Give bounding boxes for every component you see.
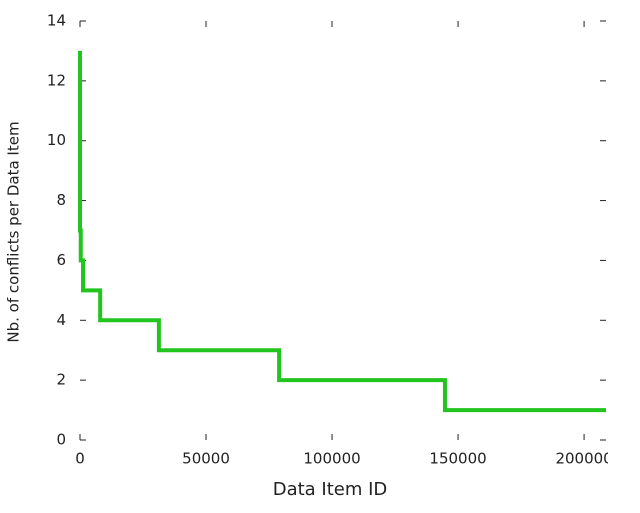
y-tick-label: 8	[56, 191, 66, 209]
y-tick-label: 14	[47, 12, 66, 30]
y-tick-label: 0	[56, 431, 66, 449]
x-tick-label: 50000	[182, 450, 230, 468]
data-line	[78, 50, 606, 413]
y-axis-label: Nb. of conflicts per Data Item	[5, 121, 23, 342]
y-tick-label: 4	[56, 311, 66, 329]
y-tick-label: 6	[56, 251, 66, 269]
x-axis-label: Data Item ID	[273, 479, 388, 500]
x-tick-label: 200000	[555, 450, 612, 468]
y-tick-label: 2	[56, 371, 66, 389]
y-tick-label: 10	[47, 131, 66, 149]
x-tick-label: 100000	[303, 450, 360, 468]
y-tick-label: 12	[47, 71, 66, 89]
x-tick-label: 0	[75, 450, 85, 468]
x-tick-label: 150000	[429, 450, 486, 468]
